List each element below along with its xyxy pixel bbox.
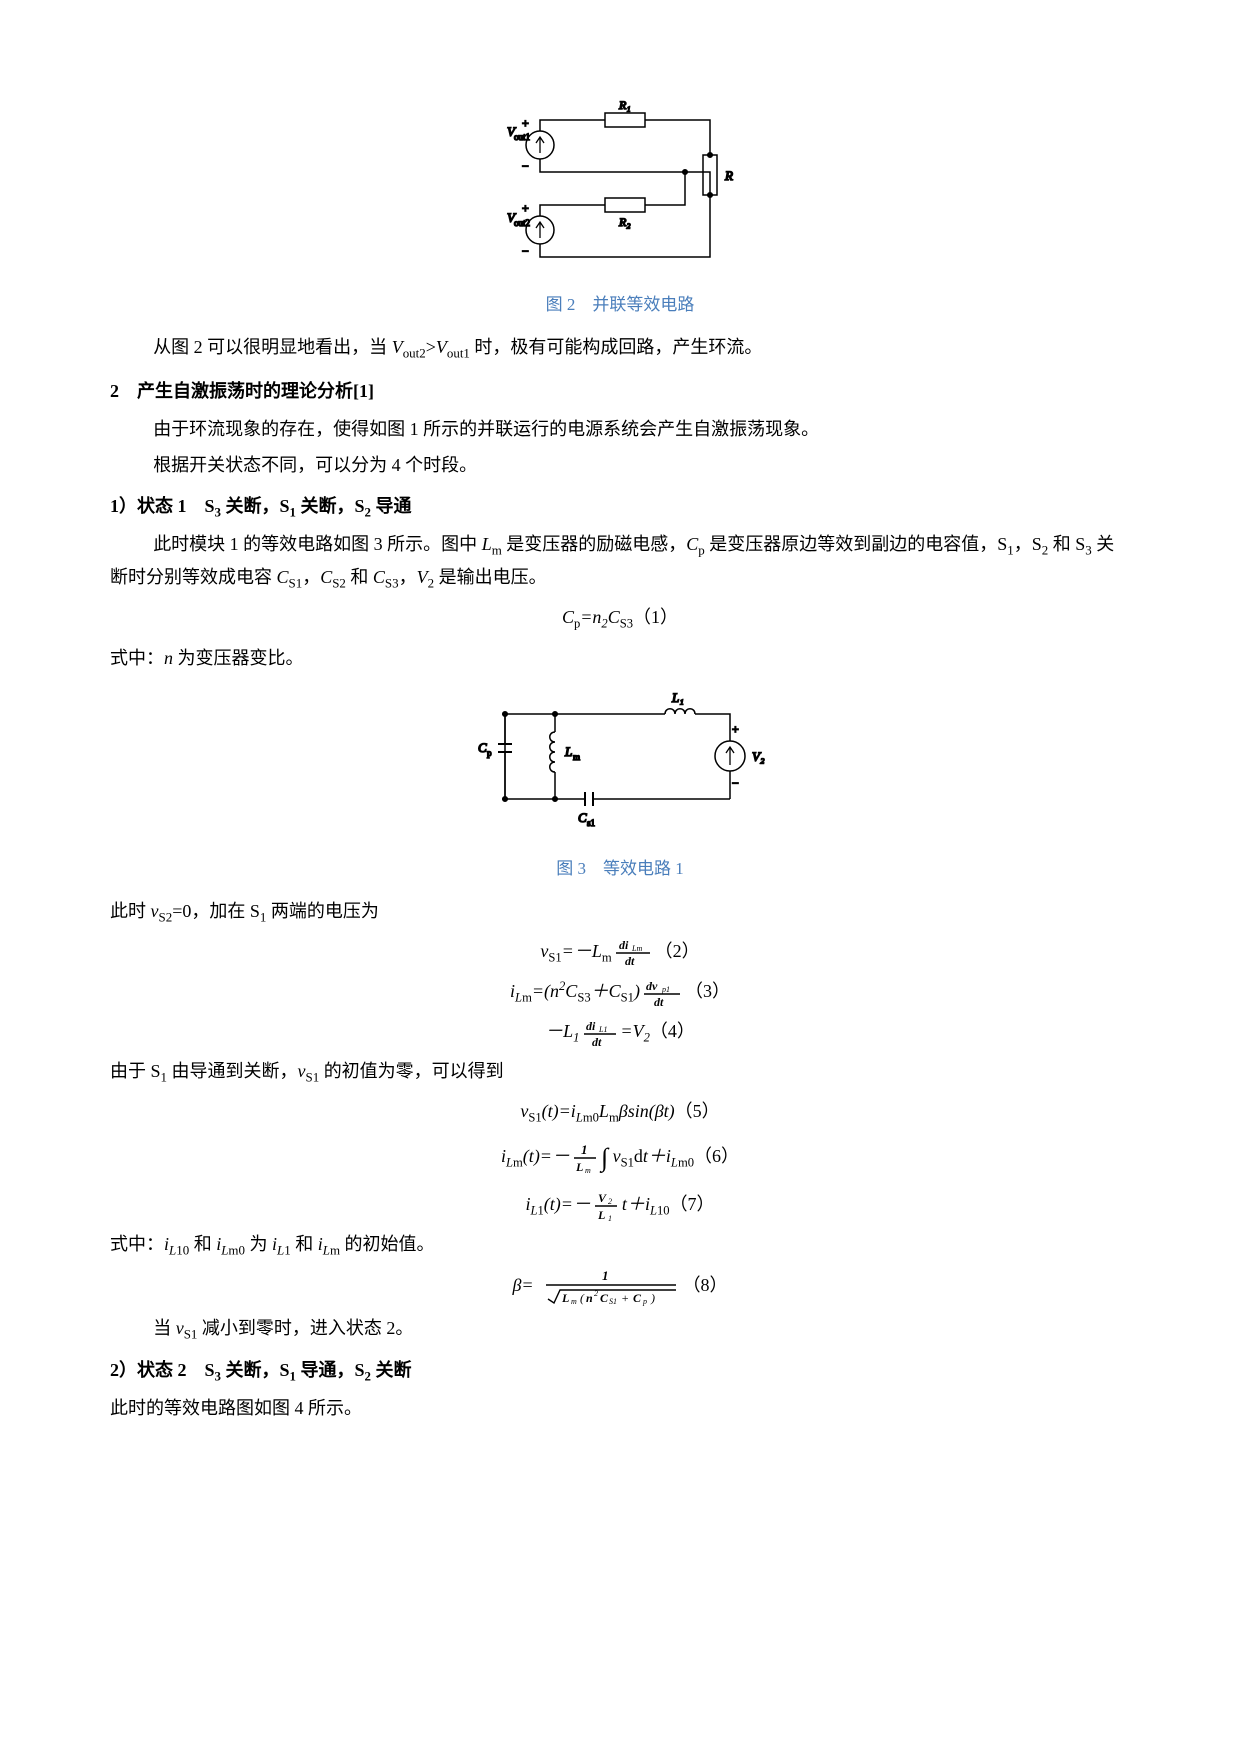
- para-4: 此时模块 1 的等效电路如图 3 所示。图中 Lm 是变压器的励磁电感，Cp 是…: [110, 528, 1130, 596]
- svg-text:−: −: [522, 244, 529, 258]
- svg-text:di: di: [619, 938, 629, 952]
- svg-text:Lm: Lm: [631, 944, 642, 953]
- figure-2: V out1 + − R₁ R V out2 + − R₂: [110, 100, 1130, 280]
- svg-text:L: L: [597, 1208, 605, 1222]
- svg-text:+: +: [522, 201, 529, 215]
- figure-3-svg: C p L m C s1 L₁ + −: [470, 684, 770, 844]
- svg-text:L1: L1: [598, 1025, 607, 1034]
- section-2-heading: 2 产生自激振荡时的理论分析[1]: [110, 375, 1130, 407]
- svg-text:m: m: [571, 1297, 577, 1306]
- para-2: 由于环流现象的存在，使得如图 1 所示的并联运行的电源系统会产生自激振荡现象。: [110, 413, 1130, 445]
- svg-text:+: +: [522, 116, 529, 130]
- equation-8: β= 1 L m ( n 2 C S1 + C p ) （8）: [110, 1268, 1130, 1306]
- svg-text:1: 1: [581, 1142, 588, 1157]
- figure-2-svg: V out1 + − R₁ R V out2 + − R₂: [485, 100, 755, 280]
- svg-text:R₂: R₂: [618, 215, 631, 229]
- equation-4: －L1 diL1dt =V2（4）: [110, 1015, 1130, 1049]
- svg-text:dt: dt: [654, 995, 664, 1008]
- para-9: 当 vS1 减小到零时，进入状态 2。: [110, 1312, 1130, 1346]
- svg-text:L: L: [561, 1291, 569, 1305]
- svg-text:C: C: [578, 810, 587, 825]
- state-2-heading: 2）状态 2 S3 关断，S1 导通，S2 关断: [110, 1354, 1130, 1388]
- svg-text:R: R: [724, 168, 733, 183]
- equation-1: Cp=n2CS3（1）: [110, 601, 1130, 635]
- svg-text:R₁: R₁: [618, 100, 631, 112]
- svg-text:out1: out1: [514, 132, 530, 142]
- equation-5: vS1(t)=iLm0Lmβsin(βt)（5）: [110, 1095, 1130, 1129]
- svg-text:n: n: [586, 1291, 593, 1305]
- svg-text:out2: out2: [514, 218, 530, 228]
- section-num: 2: [110, 381, 119, 401]
- svg-text:L: L: [564, 744, 572, 759]
- svg-text:+: +: [621, 1291, 629, 1305]
- svg-text:di: di: [586, 1019, 596, 1033]
- para-10: 此时的等效电路图如图 4 所示。: [110, 1392, 1130, 1424]
- section-title: 产生自激振荡时的理论分析[1]: [137, 381, 374, 401]
- para-3: 根据开关状态不同，可以分为 4 个时段。: [110, 449, 1130, 481]
- state-1-heading: 1）状态 1 S3 关断，S1 关断，S2 导通: [110, 490, 1130, 524]
- svg-text:m: m: [585, 1166, 591, 1174]
- svg-text:): ): [650, 1291, 655, 1305]
- svg-text:1: 1: [608, 1214, 612, 1222]
- svg-text:C: C: [633, 1291, 642, 1305]
- para-7: 由于 S1 由导通到关断，vS1 的初值为零，可以得到: [110, 1055, 1130, 1089]
- figure-2-caption: 图 2 并联等效电路: [110, 290, 1130, 321]
- svg-text:−: −: [732, 776, 739, 790]
- svg-text:p1: p1: [661, 985, 670, 994]
- svg-text:p: p: [642, 1297, 647, 1306]
- svg-text:V₂: V₂: [752, 749, 765, 764]
- figure-3: C p L m C s1 L₁ + −: [110, 684, 1130, 844]
- equation-6: iLm(t)=－ 1Lm ∫ vS1dt＋iLm0（6）: [110, 1135, 1130, 1182]
- svg-text:C: C: [478, 740, 487, 755]
- svg-text:L₁: L₁: [671, 690, 684, 705]
- equation-3: iLm=(n2CS3＋CS1) dvp1dt （3）: [110, 975, 1130, 1009]
- svg-text:C: C: [600, 1291, 609, 1305]
- svg-text:dt: dt: [625, 954, 635, 967]
- svg-text:m: m: [573, 752, 580, 762]
- svg-text:2: 2: [594, 1289, 598, 1298]
- svg-text:V: V: [598, 1191, 607, 1205]
- svg-text:s1: s1: [587, 818, 595, 828]
- svg-text:+: +: [732, 722, 739, 736]
- para-5: 式中：n 为变压器变比。: [110, 642, 1130, 674]
- svg-text:L: L: [575, 1160, 583, 1174]
- svg-text:p: p: [487, 748, 492, 758]
- svg-text:2: 2: [608, 1197, 612, 1206]
- para-6: 此时 vS2=0，加在 S1 两端的电压为: [110, 895, 1130, 929]
- equation-2: vS1=－Lm diLmdt （2）: [110, 935, 1130, 969]
- svg-text:dt: dt: [592, 1035, 602, 1048]
- svg-text:1: 1: [602, 1268, 609, 1283]
- figure-3-caption: 图 3 等效电路 1: [110, 854, 1130, 885]
- para-8: 式中：iL10 和 iLm0 为 iL1 和 iLm 的初始值。: [110, 1228, 1130, 1262]
- svg-text:(: (: [580, 1291, 585, 1305]
- equation-7: iL1(t)=－ V2L1 t＋iL10（7）: [110, 1188, 1130, 1222]
- svg-text:−: −: [522, 159, 529, 173]
- para-fig2-desc: 从图 2 可以很明显地看出，当 Vout2>Vout1 时，极有可能构成回路，产…: [110, 331, 1130, 365]
- svg-text:dv: dv: [646, 979, 658, 993]
- svg-text:S1: S1: [609, 1297, 617, 1306]
